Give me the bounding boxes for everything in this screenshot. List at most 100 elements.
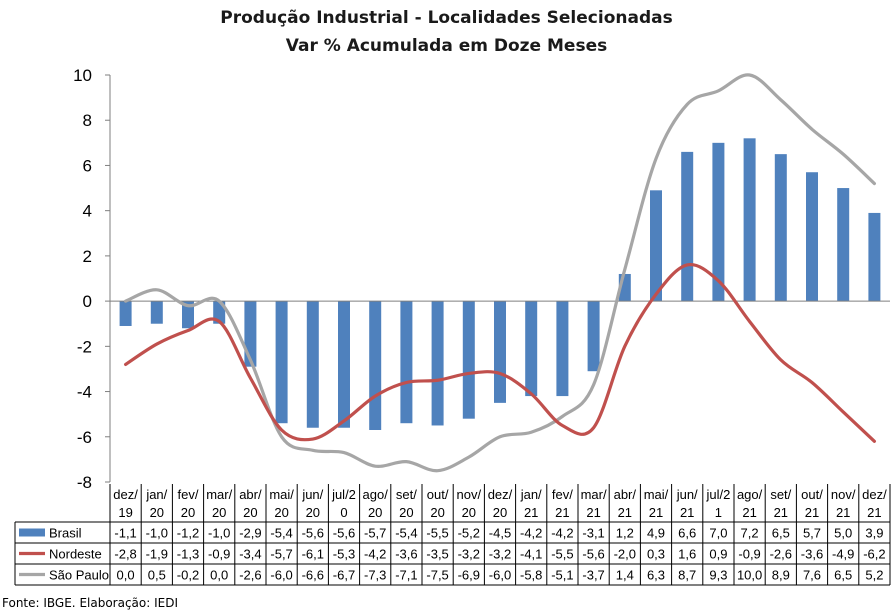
category-label: 20 xyxy=(274,505,288,520)
category-label: set/ xyxy=(396,487,417,502)
data-label-nordeste: -5,5 xyxy=(551,547,573,562)
category-label: dez/ xyxy=(488,487,513,502)
category-label: 20 xyxy=(368,505,382,520)
data-label-sao-paulo: -7,3 xyxy=(364,568,386,583)
category-label: set/ xyxy=(770,487,791,502)
data-label-nordeste: -3,6 xyxy=(801,547,823,562)
category-label: ago/ xyxy=(737,487,763,502)
source-note: Fonte: IBGE. Elaboração: IEDI xyxy=(2,596,179,610)
bar-brasil xyxy=(462,301,475,419)
y-tick-label: 2 xyxy=(83,247,92,266)
data-label-sao-paulo: -6,9 xyxy=(458,568,480,583)
category-label: jan/ xyxy=(145,487,167,502)
data-label-sao-paulo: 9,3 xyxy=(709,568,727,583)
data-label-nordeste: -6,1 xyxy=(302,547,324,562)
data-label-sao-paulo: 0,0 xyxy=(210,568,228,583)
category-label: jul/2 xyxy=(331,487,356,502)
data-label-brasil: -5,4 xyxy=(395,526,417,541)
data-label-sao-paulo: -5,1 xyxy=(551,568,573,583)
data-label-nordeste: -3,6 xyxy=(395,547,417,562)
data-label-nordeste: -0,9 xyxy=(208,547,230,562)
category-label: 20 xyxy=(150,505,164,520)
line-nordeste xyxy=(124,262,876,443)
data-label-nordeste: -3,4 xyxy=(239,547,261,562)
data-label-sao-paulo: 1,4 xyxy=(616,568,634,583)
data-label-brasil: 7,0 xyxy=(709,526,727,541)
data-label-brasil: -1,0 xyxy=(208,526,230,541)
bar-brasil xyxy=(400,301,413,424)
data-label-brasil: -5,6 xyxy=(333,526,355,541)
bar-brasil xyxy=(275,301,288,424)
line-sao-paulo xyxy=(124,73,876,473)
bar-brasil xyxy=(650,190,662,302)
bar-brasil xyxy=(525,301,538,397)
data-label-brasil: 5,0 xyxy=(834,526,852,541)
chart-subtitle: Var % Acumulada em Doze Meses xyxy=(285,36,608,56)
data-label-sao-paulo: 8,9 xyxy=(772,568,790,583)
category-label: fev/ xyxy=(178,487,199,502)
bar-brasil xyxy=(150,301,163,324)
category-label: 0 xyxy=(340,505,347,520)
data-label-nordeste: -6,2 xyxy=(863,547,885,562)
y-tick-label: -6 xyxy=(77,428,92,447)
data-label-brasil: 3,9 xyxy=(865,526,883,541)
category-label: 20 xyxy=(493,505,507,520)
data-label-nordeste: -4,1 xyxy=(520,547,542,562)
data-label-sao-paulo: 0,5 xyxy=(148,568,166,583)
data-label-brasil: 5,7 xyxy=(803,526,821,541)
bar-brasil xyxy=(712,142,725,302)
data-label-brasil: -5,4 xyxy=(270,526,292,541)
bar-brasil xyxy=(119,301,132,326)
category-label: 21 xyxy=(742,505,756,520)
data-label-sao-paulo: -2,6 xyxy=(239,568,261,583)
legend-label-sao-paulo: São Paulo xyxy=(49,568,109,583)
data-label-sao-paulo: -5,8 xyxy=(520,568,542,583)
data-label-sao-paulo: 10,0 xyxy=(737,568,762,583)
category-label: nov/ xyxy=(457,487,482,502)
data-label-nordeste: -4,2 xyxy=(364,547,386,562)
category-label: dez/ xyxy=(862,487,887,502)
data-label-nordeste: -1,3 xyxy=(177,547,199,562)
category-label: 21 xyxy=(836,505,850,520)
legend-label-nordeste: Nordeste xyxy=(49,547,102,562)
data-label-brasil: -2,9 xyxy=(239,526,261,541)
category-label: 20 xyxy=(212,505,226,520)
data-label-brasil: -5,7 xyxy=(364,526,386,541)
category-label: out/ xyxy=(427,487,449,502)
category-label: 20 xyxy=(181,505,195,520)
category-label: 19 xyxy=(118,505,132,520)
bar-brasil xyxy=(369,301,382,430)
category-label: 21 xyxy=(618,505,632,520)
data-label-sao-paulo: 6,3 xyxy=(647,568,665,583)
category-label: 20 xyxy=(243,505,257,520)
category-label: 21 xyxy=(680,505,694,520)
category-label: 21 xyxy=(649,505,663,520)
y-tick-label: -8 xyxy=(77,473,92,492)
data-label-nordeste: -5,7 xyxy=(270,547,292,562)
bar-brasil xyxy=(837,188,850,302)
data-label-sao-paulo: -6,0 xyxy=(270,568,292,583)
category-label: 21 xyxy=(867,505,881,520)
data-label-nordeste: 0,9 xyxy=(709,547,727,562)
data-label-sao-paulo: -6,6 xyxy=(302,568,324,583)
bar-brasil xyxy=(774,154,787,302)
chart-title: Produção Industrial - Localidades Seleci… xyxy=(220,8,673,28)
data-label-nordeste: -3,2 xyxy=(458,547,480,562)
y-tick-label: 10 xyxy=(73,66,92,85)
data-label-brasil: -1,0 xyxy=(146,526,168,541)
category-label: 20 xyxy=(306,505,320,520)
data-label-nordeste: -5,3 xyxy=(333,547,355,562)
category-label: 20 xyxy=(430,505,444,520)
data-label-nordeste: -5,6 xyxy=(582,547,604,562)
category-label: ago/ xyxy=(363,487,389,502)
data-label-sao-paulo: 7,6 xyxy=(803,568,821,583)
category-label: 21 xyxy=(586,505,600,520)
data-label-brasil: -1,2 xyxy=(177,526,199,541)
legend-label-brasil: Brasil xyxy=(49,526,82,541)
category-label: out/ xyxy=(801,487,823,502)
data-label-sao-paulo: 5,2 xyxy=(865,568,883,583)
legend-key-brasil xyxy=(19,528,45,537)
category-label: 21 xyxy=(805,505,819,520)
